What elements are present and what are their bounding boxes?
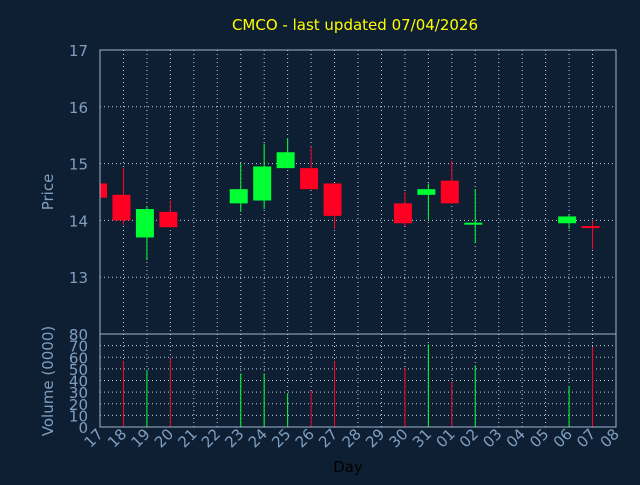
volume-grid [99,333,617,428]
chart-title: CMCO - last updated 07/04/2026 [232,16,478,34]
day-tick-label: 28 [339,425,365,451]
candle-body [464,222,483,225]
volume-axis-label: Volume (0000) [39,326,57,436]
price-panel-frame [99,49,617,335]
candle-body [300,168,319,190]
day-tick-label: 27 [315,425,341,451]
volume-tick-label: 40 [69,373,88,391]
day-tick-label: 22 [198,425,224,451]
price-tick-label: 15 [69,156,88,174]
day-tick-label: 26 [292,425,318,451]
day-tick-label: 03 [479,425,505,451]
candle-body [159,211,178,228]
x-axis-label: Day [333,458,363,476]
day-tick-label: 24 [245,425,271,451]
day-tick-label: 19 [128,425,154,451]
candle-body [100,183,107,198]
price-grid [99,49,617,334]
day-tick-label: 25 [268,425,294,451]
volume-tick-label: 60 [69,349,88,367]
candle-body [135,209,154,238]
day-tick-label: 08 [597,425,623,451]
day-tick-label: 01 [432,425,458,451]
price-tick-label: 13 [69,269,88,287]
day-tick-label: 29 [362,425,388,451]
price-tick-label: 14 [69,212,88,230]
volume-tick-label: 70 [69,338,88,356]
price-tick-labels: 13 14 15 16 17 [69,42,88,287]
volume-tick-label: 20 [69,396,88,414]
day-tick-label: 02 [456,425,482,451]
price-tick-label: 16 [69,99,88,117]
candle-body [112,194,131,221]
day-tick-label: 18 [104,425,130,451]
day-tick-label: 30 [386,425,412,451]
price-tick-label: 17 [69,42,88,60]
candle-body [558,216,577,224]
candle-body [417,189,436,195]
volume-bars [122,344,594,427]
day-tick-label: 06 [550,425,576,451]
candle-body [440,180,459,204]
candle-body [393,203,412,224]
volume-tick-label: 10 [69,407,88,425]
day-tick-labels: 1718192021222324252627282930310102030405… [81,425,623,451]
price-candles [99,138,600,261]
volume-panel-frame [99,333,617,428]
candle-body [581,226,600,229]
candle-body [276,152,295,169]
day-tick-label: 05 [526,425,552,451]
volume-tick-label: 0 [78,419,88,437]
volume-tick-label: 50 [69,361,88,379]
candle-body [229,189,248,204]
candle-body [323,183,342,216]
volume-tick-label: 80 [69,326,88,344]
day-tick-label: 31 [409,425,435,451]
candle-body [253,166,272,201]
day-tick-label: 23 [221,425,247,451]
day-tick-label: 21 [174,425,200,451]
day-tick-label: 07 [573,425,599,451]
day-tick-label: 20 [151,425,177,451]
volume-tick-label: 30 [69,384,88,402]
price-axis-label: Price [39,174,57,211]
day-tick-label: 04 [503,425,529,451]
